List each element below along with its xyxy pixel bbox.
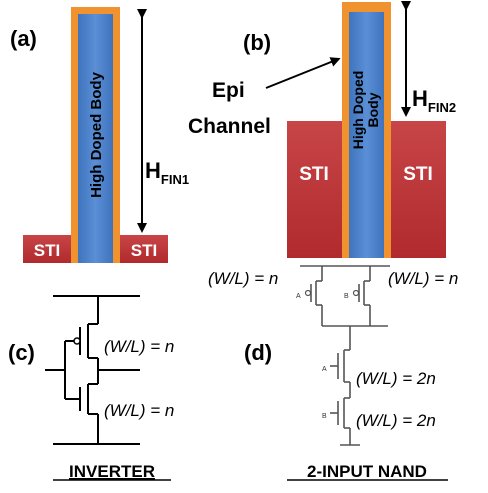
panel-c: (c) (W/L) = n (W <box>8 295 174 481</box>
nmos-top-nand <box>330 349 351 398</box>
sti-left-a <box>23 235 71 263</box>
nmos-inverter <box>79 370 99 444</box>
sti-right-b <box>391 121 446 258</box>
nmos-bottom-nand <box>330 397 360 446</box>
nmos-bottom-wl-d: (W/L) = 2n <box>356 411 436 430</box>
epi-label-line1: Epi <box>212 79 245 102</box>
pmos-wl-c: (W/L) = n <box>104 337 174 356</box>
sti-left-b <box>287 121 342 258</box>
high-doped-body-a <box>78 14 113 263</box>
nmos-bottom-input-b: B <box>322 413 327 420</box>
nmos-top-wl-d: (W/L) = 2n <box>356 369 436 388</box>
pmos-right-wl-d: (W/L) = n <box>388 269 458 288</box>
pmos-inverter <box>73 296 99 370</box>
panel-b: (b) STI STI High Doped Body Epi Channel … <box>188 1 456 258</box>
epi-pointer-arrow <box>265 57 341 89</box>
panel-a: (a) STI STI High Doped Body HFIN1 <box>10 7 189 263</box>
pmos-right-nand <box>352 266 371 326</box>
panel-c-label: (c) <box>8 340 35 365</box>
nand-caption: 2-INPUT NAND <box>307 462 427 481</box>
nmos-top-input-a: A <box>322 366 327 373</box>
body-label-b-line1: High Doped <box>350 71 366 150</box>
panel-d-label: (d) <box>244 340 272 365</box>
hfin1-label: HFIN1 <box>145 158 189 187</box>
body-label-a: High Doped Body <box>88 71 105 197</box>
sti-left-b-label: STI <box>299 164 329 185</box>
high-doped-body-b <box>349 12 384 258</box>
panel-a-label: (a) <box>10 26 37 51</box>
panel-b-label: (b) <box>243 30 271 55</box>
sti-right-b-label: STI <box>403 164 433 185</box>
body-label-b-line2: Body <box>365 92 381 127</box>
inverter-caption: INVERTER <box>69 462 155 481</box>
nmos-wl-c: (W/L) = n <box>104 401 174 420</box>
pmos-right-input-b: B <box>344 293 349 300</box>
sti-right-a-label: STI <box>131 241 157 260</box>
epi-label-line2: Channel <box>188 115 271 138</box>
pmos-left-nand <box>304 266 323 326</box>
pmos-left-input-a: A <box>296 293 301 300</box>
hfin2-label: HFIN2 <box>412 86 456 115</box>
pmos-left-wl-d: (W/L) = n <box>208 269 278 288</box>
panel-d: (d) <box>208 265 458 481</box>
sti-left-a-label: STI <box>34 241 60 260</box>
sti-right-a <box>120 235 168 263</box>
